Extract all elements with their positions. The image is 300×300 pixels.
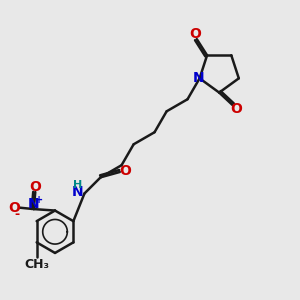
Text: O: O xyxy=(29,180,41,194)
Text: O: O xyxy=(230,102,242,116)
Text: O: O xyxy=(119,164,131,178)
Text: +: + xyxy=(35,195,43,205)
Text: N: N xyxy=(28,197,40,211)
Text: -: - xyxy=(15,208,20,220)
Text: O: O xyxy=(8,201,20,214)
Text: CH₃: CH₃ xyxy=(24,258,49,271)
Text: O: O xyxy=(189,27,201,41)
Text: N: N xyxy=(72,185,84,199)
Text: N: N xyxy=(192,71,204,85)
Text: H: H xyxy=(73,180,83,190)
